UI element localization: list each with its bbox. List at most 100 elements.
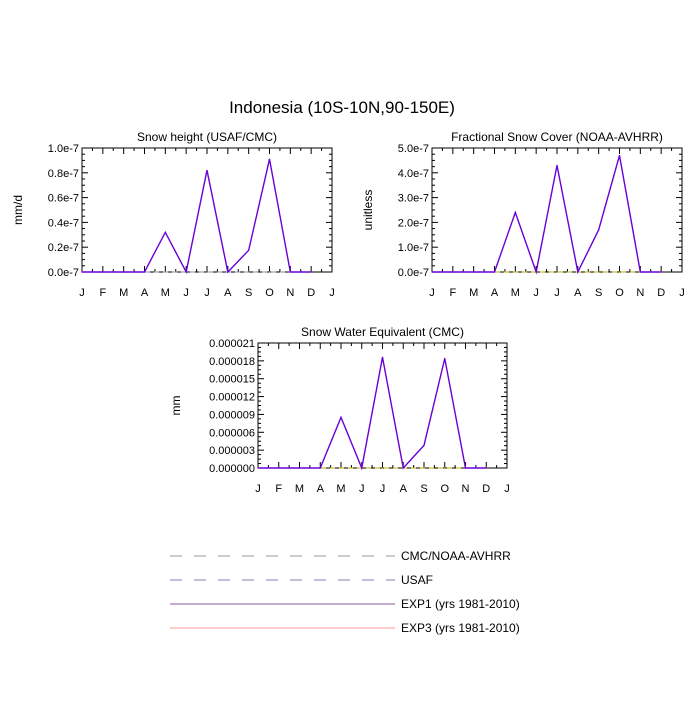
x-tick-label: J [679, 287, 685, 299]
x-tick-label: A [491, 287, 499, 299]
y-tick-label: 2.0e-7 [398, 217, 429, 229]
series-point [444, 357, 446, 360]
y-tick-label: 0.4e-7 [48, 217, 79, 229]
x-tick-label: J [380, 483, 386, 495]
series-point [514, 271, 516, 273]
legend: CMC/NOAA-AVHRR USAF EXP1 (yrs 1981-2010) EX… [170, 549, 520, 635]
series-point [227, 271, 229, 273]
legend-label: USAF [401, 573, 433, 587]
y-tick-label: 0.000018 [209, 356, 255, 368]
x-tick-label: F [449, 287, 456, 299]
series-line-exp1 [258, 357, 487, 471]
x-tick-label: O [615, 287, 624, 299]
series-point [164, 231, 166, 233]
x-tick-label: O [440, 483, 449, 495]
y-tick-label: 0.8e-7 [48, 168, 79, 180]
x-tick-label: N [636, 287, 644, 299]
plot-frame [81, 147, 333, 273]
series-point [660, 271, 662, 273]
series-point [535, 271, 537, 273]
y-tick-label: 0.000006 [209, 427, 255, 439]
series-point [361, 467, 363, 469]
series-point [102, 271, 104, 273]
series-point [452, 271, 454, 273]
series-point [289, 271, 291, 273]
series-point [381, 356, 384, 358]
series-point [431, 271, 433, 273]
series-point [268, 158, 271, 160]
series-line-exp1 [432, 155, 662, 275]
legend-item-3: EXP1 (yrs 1981-2010) [170, 597, 520, 611]
legend-item-2: USAF [170, 573, 433, 587]
x-tick-label: M [161, 287, 170, 299]
x-tick-label: A [224, 287, 232, 299]
series-point [402, 467, 404, 469]
x-tick-label: M [336, 483, 345, 495]
x-tick-label: N [462, 483, 470, 495]
series-point [473, 271, 475, 273]
series-point [206, 271, 208, 273]
y-tick-label: 0.000003 [209, 445, 255, 457]
x-tick-label: M [469, 287, 478, 299]
series-point [618, 154, 621, 157]
chart-panel-2: Fractional Snow Cover (NOAA-AVHRR) unitle… [361, 130, 685, 299]
series-line-exp1 [82, 159, 312, 275]
x-tick-label: J [504, 483, 510, 495]
x-tick-label: A [141, 287, 149, 299]
series-point [319, 467, 321, 469]
legend-item-4: EXP3 (yrs 1981-2010) [170, 621, 520, 635]
series-point [464, 467, 467, 469]
x-tick-label: J [554, 287, 560, 299]
x-tick-label: F [99, 287, 106, 299]
series-point [423, 467, 425, 469]
y-tick-label: 5.0e-7 [398, 143, 429, 155]
series-point [248, 271, 250, 273]
x-tick-label: J [204, 287, 210, 299]
series-point [123, 271, 125, 273]
y-tick-label: 0.000021 [209, 338, 255, 350]
x-tick-label: J [429, 287, 435, 299]
series-point [514, 211, 516, 214]
y-tick-label: 0.000015 [209, 374, 255, 386]
series-point [257, 467, 259, 469]
x-tick-label: A [400, 483, 408, 495]
series-point [310, 271, 312, 273]
series-point [340, 467, 342, 469]
x-tick-label: M [295, 483, 304, 495]
series-point [556, 164, 558, 166]
y-tick-label: 4.0e-7 [398, 168, 429, 180]
y-tick-label: 0.000009 [209, 409, 255, 421]
y-tick-label: 0.2e-7 [48, 242, 79, 254]
plot-frame [257, 342, 508, 469]
series-point [268, 271, 271, 273]
y-tick-label: 0.0e-7 [398, 267, 429, 279]
chart-title: Fractional Snow Cover (NOAA-AVHRR) [451, 130, 663, 144]
y-axis-label: unitless [361, 190, 375, 231]
series-point [493, 271, 496, 273]
x-tick-label: S [420, 483, 427, 495]
x-tick-label: A [574, 287, 582, 299]
y-axis-label: mm/d [11, 195, 25, 225]
x-tick-label: M [511, 287, 520, 299]
y-tick-label: 3.0e-7 [398, 193, 429, 205]
x-tick-label: J [329, 287, 335, 299]
legend-item-1: CMC/NOAA-AVHRR [170, 549, 511, 563]
series-point [444, 467, 446, 469]
series-point [248, 249, 250, 251]
chart-title: Snow Water Equivalent (CMC) [301, 325, 464, 339]
plots: Snow height (USAF/CMC) mm/d 0.0e-7 0.2e-7 0.… [11, 130, 685, 495]
series-point [618, 271, 621, 273]
x-tick-label: J [79, 287, 85, 299]
series-point [598, 271, 600, 273]
chart-title: Snow height (USAF/CMC) [137, 130, 277, 144]
series-point [485, 467, 487, 469]
x-tick-label: D [657, 287, 665, 299]
legend-label: EXP1 (yrs 1981-2010) [401, 597, 520, 611]
series-point [81, 271, 83, 273]
x-tick-label: O [265, 287, 274, 299]
series-point [423, 444, 425, 446]
chart-panel-1: Snow height (USAF/CMC) mm/d 0.0e-7 0.2e-7 0.… [11, 130, 335, 299]
chart-panel-3: Snow Water Equivalent (CMC) mm 0.000000 0.0… [169, 325, 510, 495]
